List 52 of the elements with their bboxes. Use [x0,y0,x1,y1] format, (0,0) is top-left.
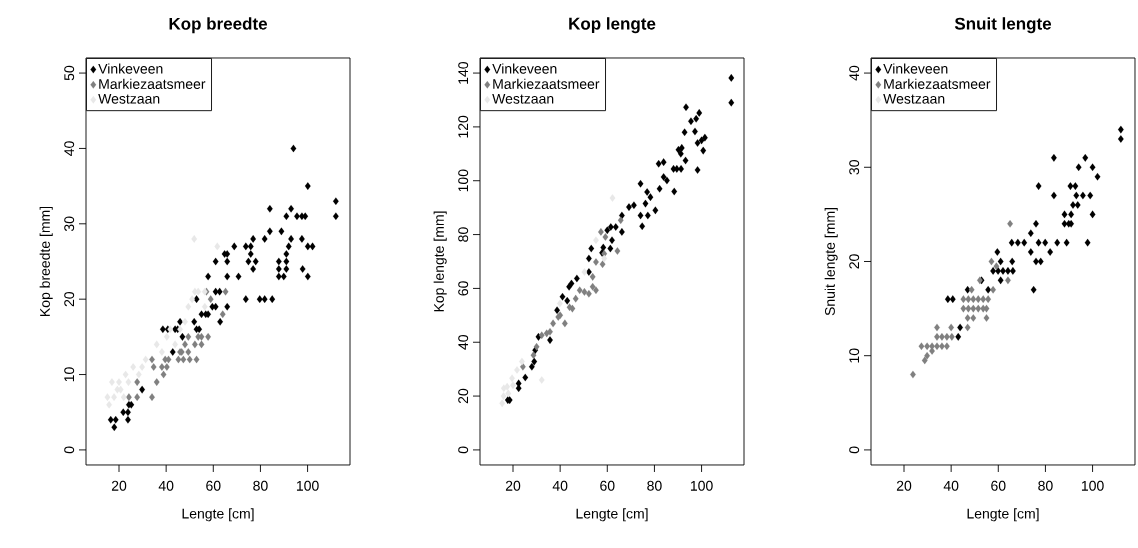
chart-title: Kop lengte [569,17,656,34]
legend-label: Westzaan [492,93,554,104]
x-tick-label: 80 [1038,480,1053,491]
legend-label: Markiezaatsmeer [493,78,600,89]
y-tick-label: 0 [849,446,860,454]
y-tick-label: 40 [64,141,75,156]
legend-label: Vinkeveen [98,63,163,74]
legend-label: Westzaan [98,93,160,104]
y-tick-label: 10 [64,367,75,382]
y-tick-label: 60 [458,281,469,296]
x-tick-label: 100 [1081,480,1104,491]
x-axis-title: Lengte [cm] [967,508,1039,522]
legend-label: Markiezaatsmeer [99,78,206,89]
x-tick-label: 40 [943,480,959,491]
x-tick-label: 40 [552,480,568,491]
y-tick-label: 100 [458,169,469,192]
y-tick-label: 30 [849,160,860,175]
x-tick-label: 80 [647,480,662,491]
x-tick-label: 80 [253,480,268,491]
y-axis-title: Snuit lengte [mm] [824,208,838,316]
y-tick-label: 10 [849,348,860,363]
x-tick-label: 60 [206,480,221,491]
x-tick-label: 100 [690,480,713,491]
x-tick-label: 20 [505,480,521,491]
y-tick-label: 50 [64,65,75,81]
chart-title: Snuit lengte [954,17,1052,34]
x-axis-title: Lengte [cm] [576,508,648,522]
y-tick-label: 40 [849,65,860,81]
x-tick-label: 60 [991,480,1006,491]
y-tick-label: 20 [64,291,75,307]
x-tick-label: 60 [600,480,615,491]
x-tick-label: 40 [158,480,174,491]
y-tick-label: 140 [458,61,469,84]
y-tick-label: 80 [458,227,469,242]
y-tick-label: 120 [458,115,469,138]
x-axis-title: Lengte [cm] [182,508,254,522]
x-tick-label: 20 [896,480,912,491]
y-axis-title: Kop lengte [mm] [433,211,447,312]
y-tick-label: 0 [458,446,469,454]
legend-label: Vinkeveen [883,63,948,74]
y-tick-label: 20 [458,388,469,404]
y-axis-title: Kop breedte [mm] [39,206,53,316]
x-tick-label: 100 [296,480,319,491]
y-tick-label: 40 [458,335,469,350]
chart-title: Kop breedte [169,17,268,34]
y-tick-label: 0 [64,446,75,454]
y-tick-label: 30 [64,216,75,232]
x-tick-label: 20 [111,480,127,491]
legend-label: Markiezaatsmeer [884,78,991,89]
y-tick-label: 20 [849,254,860,269]
legend-label: Vinkeveen [492,63,557,74]
legend-label: Westzaan [883,93,945,104]
